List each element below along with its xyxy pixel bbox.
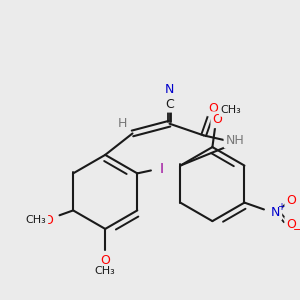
Text: O: O <box>208 102 218 115</box>
Text: O: O <box>212 113 222 126</box>
Text: −: − <box>292 225 300 235</box>
Text: O: O <box>43 214 53 226</box>
Text: CH₃: CH₃ <box>95 266 116 276</box>
Text: H: H <box>118 117 128 130</box>
Text: NH: NH <box>225 134 244 147</box>
Text: O: O <box>100 254 110 267</box>
Text: I: I <box>160 161 164 176</box>
Text: CH₃: CH₃ <box>220 105 241 115</box>
Text: N: N <box>165 83 174 96</box>
Text: N: N <box>271 206 280 219</box>
Text: O: O <box>286 194 296 207</box>
Text: CH₃: CH₃ <box>26 215 46 225</box>
Text: O: O <box>286 218 296 230</box>
Text: +: + <box>278 202 286 212</box>
Text: C: C <box>165 98 174 111</box>
